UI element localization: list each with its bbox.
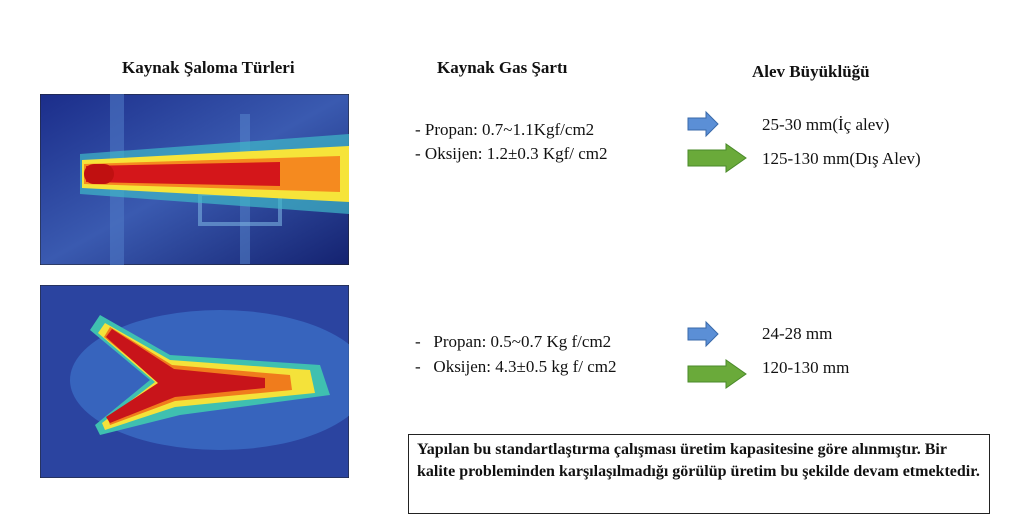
- column-header: Alev Büyüklüğü: [752, 62, 870, 81]
- size: 25-30 mm(İç alev): [762, 115, 890, 134]
- column-header: Kaynak Gas Şartı: [437, 58, 568, 77]
- arrow: [687, 320, 719, 348]
- arrow: [687, 359, 747, 389]
- size: 125-130 mm(Dış Alev): [762, 149, 921, 168]
- condition: - Propan: 0.7~1.1Kgf/cm2: [415, 120, 595, 139]
- arrows: [687, 110, 747, 389]
- condition: - Propan: 0.5~0.7 Kg f/cm2: [415, 332, 612, 351]
- column-header: Kaynak Şaloma Türleri: [122, 58, 295, 77]
- condition: - Oksijen: 4.3±0.5 kg f/ cm2: [415, 357, 617, 376]
- size: 120-130 mm: [762, 358, 850, 377]
- arrow: [687, 143, 747, 173]
- arrow: [687, 110, 719, 138]
- thermal-image: [40, 94, 349, 265]
- thermal-image: [40, 285, 349, 478]
- condition: - Oksijen: 1.2±0.3 Kgf/ cm2: [415, 144, 608, 163]
- note-box: Yapılan bu standartlaştırma çalışması ür…: [408, 434, 990, 514]
- size: 24-28 mm: [762, 324, 833, 343]
